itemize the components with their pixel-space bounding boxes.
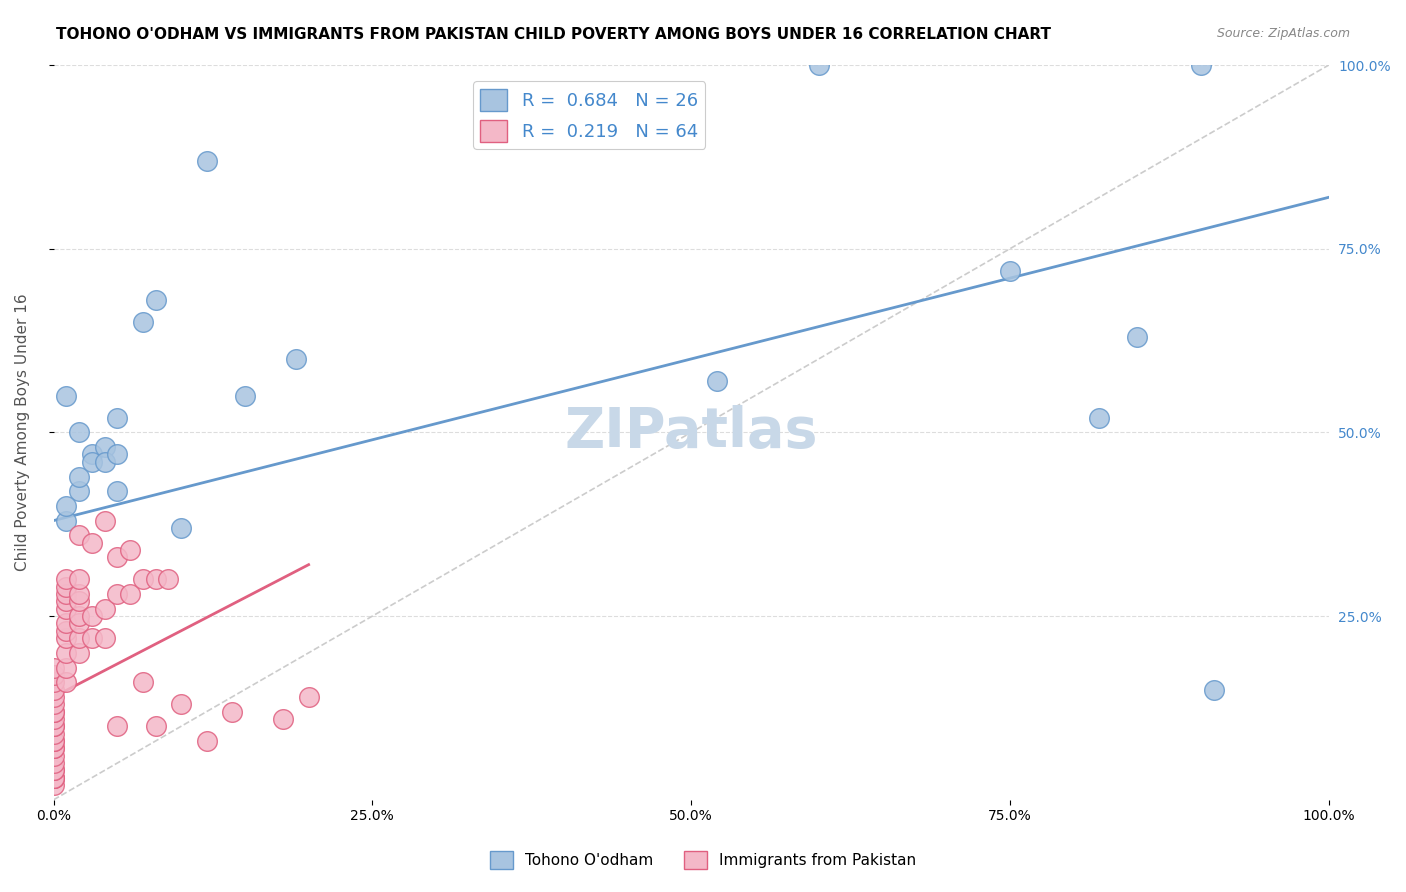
Point — [132, 573, 155, 587]
Point — [55, 580, 77, 594]
Point — [145, 293, 167, 308]
Legend: Tohono O'odham, Immigrants from Pakistan: Tohono O'odham, Immigrants from Pakistan — [484, 845, 922, 875]
Point — [120, 587, 142, 601]
Point — [170, 698, 193, 712]
Point — [67, 528, 90, 542]
Point — [80, 609, 103, 624]
Point — [1088, 410, 1111, 425]
Point — [42, 764, 65, 778]
Point — [42, 771, 65, 785]
Point — [67, 594, 90, 608]
Point — [80, 631, 103, 645]
Point — [706, 374, 728, 388]
Point — [120, 543, 142, 558]
Point — [105, 550, 128, 565]
Point — [170, 521, 193, 535]
Point — [42, 698, 65, 712]
Point — [93, 455, 115, 469]
Point — [195, 734, 218, 748]
Point — [42, 756, 65, 770]
Y-axis label: Child Poverty Among Boys Under 16: Child Poverty Among Boys Under 16 — [15, 293, 30, 571]
Point — [55, 573, 77, 587]
Point — [55, 631, 77, 645]
Point — [67, 646, 90, 660]
Point — [998, 264, 1021, 278]
Text: ZIPatlas: ZIPatlas — [564, 406, 818, 459]
Point — [105, 719, 128, 733]
Point — [55, 601, 77, 615]
Point — [42, 734, 65, 748]
Point — [42, 748, 65, 763]
Point — [1202, 682, 1225, 697]
Point — [157, 573, 180, 587]
Point — [132, 675, 155, 690]
Point — [42, 734, 65, 748]
Point — [93, 440, 115, 454]
Point — [80, 447, 103, 461]
Point — [42, 771, 65, 785]
Point — [55, 594, 77, 608]
Point — [42, 719, 65, 733]
Point — [55, 499, 77, 513]
Point — [42, 668, 65, 682]
Point — [67, 573, 90, 587]
Point — [807, 58, 830, 72]
Point — [42, 682, 65, 697]
Text: TOHONO O'ODHAM VS IMMIGRANTS FROM PAKISTAN CHILD POVERTY AMONG BOYS UNDER 16 COR: TOHONO O'ODHAM VS IMMIGRANTS FROM PAKIST… — [56, 27, 1052, 42]
Point — [42, 771, 65, 785]
Point — [55, 389, 77, 403]
Point — [80, 535, 103, 549]
Point — [42, 778, 65, 792]
Point — [42, 719, 65, 733]
Point — [145, 719, 167, 733]
Point — [1126, 330, 1149, 344]
Point — [284, 351, 307, 366]
Point — [93, 514, 115, 528]
Point — [195, 153, 218, 168]
Point — [132, 315, 155, 329]
Point — [55, 675, 77, 690]
Point — [55, 514, 77, 528]
Point — [42, 764, 65, 778]
Point — [42, 705, 65, 719]
Point — [42, 705, 65, 719]
Point — [1189, 58, 1212, 72]
Point — [55, 624, 77, 638]
Point — [67, 484, 90, 499]
Point — [42, 726, 65, 740]
Point — [105, 484, 128, 499]
Point — [298, 690, 321, 704]
Point — [55, 646, 77, 660]
Point — [42, 712, 65, 726]
Point — [55, 616, 77, 631]
Point — [93, 601, 115, 615]
Point — [55, 587, 77, 601]
Point — [93, 631, 115, 645]
Point — [42, 690, 65, 704]
Text: Source: ZipAtlas.com: Source: ZipAtlas.com — [1216, 27, 1350, 40]
Point — [67, 609, 90, 624]
Point — [42, 675, 65, 690]
Point — [42, 660, 65, 674]
Point — [271, 712, 294, 726]
Point — [80, 455, 103, 469]
Point — [67, 587, 90, 601]
Point — [145, 573, 167, 587]
Point — [67, 616, 90, 631]
Point — [233, 389, 256, 403]
Point — [55, 660, 77, 674]
Point — [67, 469, 90, 483]
Point — [105, 587, 128, 601]
Point — [105, 447, 128, 461]
Point — [221, 705, 243, 719]
Legend: R =  0.684   N = 26, R =  0.219   N = 64: R = 0.684 N = 26, R = 0.219 N = 64 — [472, 81, 706, 149]
Point — [42, 741, 65, 756]
Point — [105, 410, 128, 425]
Point — [67, 631, 90, 645]
Point — [67, 425, 90, 440]
Point — [42, 741, 65, 756]
